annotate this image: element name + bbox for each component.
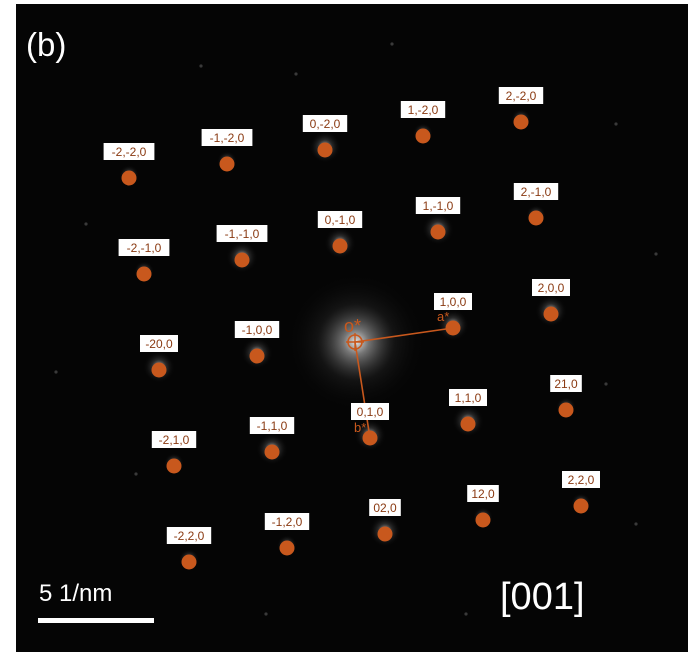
- reflection-label: -1,0,0: [242, 323, 273, 337]
- reflection-label: 2,0,0: [538, 281, 565, 295]
- reflection-label: 0,-2,0: [310, 117, 341, 131]
- reflection-label: 1,-2,0: [408, 103, 439, 117]
- background-speckle: [634, 522, 638, 526]
- reflection-label-box: [415, 197, 461, 214]
- reflection-marker: [475, 512, 491, 528]
- reflection-label-box: [400, 101, 446, 118]
- b-star-label: b*: [354, 420, 366, 435]
- background-speckle: [54, 370, 58, 374]
- reflection-marker: [513, 114, 529, 130]
- diffraction-pattern-svg: o* a* b* -2,-2,0 -1,-2,0 0,-2,0 1,-2,0 2,-2,…: [54, 42, 658, 616]
- reflection-label-box: [467, 485, 499, 502]
- reflection-label: -1,2,0: [272, 515, 303, 529]
- reflection-marker: [332, 238, 348, 254]
- reflection-marker: [528, 210, 544, 226]
- reflection-marker: [460, 416, 476, 432]
- reflection-label: 2,-2,0: [506, 89, 537, 103]
- reflection-marker: [317, 142, 333, 158]
- reflection-label-box: [234, 321, 280, 338]
- reflection-marker: [264, 444, 280, 460]
- reflection-label: -2,-2,0: [112, 145, 147, 159]
- reflection-marker: [249, 348, 265, 364]
- reflection-label-box: [532, 279, 570, 296]
- reflection-label-box: [434, 293, 472, 310]
- background-speckle: [134, 472, 138, 476]
- reflection-marker: [151, 362, 167, 378]
- reflection-label-box: [317, 211, 363, 228]
- reflection-label-box: [550, 375, 582, 392]
- reflection-marker: [234, 252, 250, 268]
- origin-label: o*: [344, 316, 361, 336]
- reflection-label: 1,-1,0: [423, 199, 454, 213]
- reflection-label: 1,0,0: [440, 295, 467, 309]
- a-star-vector: [354, 327, 454, 343]
- reflection-marker: [543, 306, 559, 322]
- reflection-label-box: [140, 335, 178, 352]
- reflection-label-box: [369, 499, 401, 516]
- reflection-label: -2,1,0: [159, 433, 190, 447]
- reflection-label-box: [151, 431, 197, 448]
- reflection-label: -1,1,0: [257, 419, 288, 433]
- reflection-marker: [362, 430, 378, 446]
- reflection-label: 21,0: [554, 377, 578, 391]
- reflection-label-box: [201, 129, 253, 146]
- background-speckle: [390, 42, 394, 46]
- background-speckle: [614, 122, 618, 126]
- reflection-label: 02,0: [373, 501, 397, 515]
- reflection-label: -20,0: [145, 337, 173, 351]
- reflection-marker: [415, 128, 431, 144]
- reflection-label: -2,-1,0: [127, 241, 162, 255]
- reflection-marker: [445, 320, 461, 336]
- reflection-marker: [166, 458, 182, 474]
- scale-bar: [38, 618, 154, 623]
- reflection-label-box: [449, 389, 487, 406]
- reflection-label-box: [103, 143, 155, 160]
- reflection-marker: [136, 266, 152, 282]
- reflection-marker: [181, 554, 197, 570]
- reflection-label-box: [513, 183, 559, 200]
- reflection-marker: [558, 402, 574, 418]
- reflection-label: 0,1,0: [357, 405, 384, 419]
- reflection-label-box: [302, 115, 348, 132]
- b-star-vector: [354, 341, 371, 439]
- diffraction-pattern-image: o* a* b* -2,-2,0 -1,-2,0 0,-2,0 1,-2,0 2,-2,…: [16, 4, 688, 652]
- reflection-marker: [573, 498, 589, 514]
- reflection-label: 12,0: [471, 487, 495, 501]
- reflection-label-box: [166, 527, 212, 544]
- reflection-label: -2,2,0: [174, 529, 205, 543]
- background-speckle: [199, 64, 203, 68]
- background-speckle: [654, 252, 658, 256]
- reflection-label: 2,2,0: [568, 473, 595, 487]
- reciprocal-lattice-vectors: o* a* b*: [344, 309, 454, 439]
- reflection-label-box: [498, 87, 544, 104]
- reflection-label: -1,-1,0: [225, 227, 260, 241]
- reflection-marker: [121, 170, 137, 186]
- reflection-marker: [377, 526, 393, 542]
- background-speckle: [464, 612, 468, 616]
- reflection-label-box: [216, 225, 268, 242]
- reflection-marker: [430, 224, 446, 240]
- indexed-reflections: -2,-2,0 -1,-2,0 0,-2,0 1,-2,0 2,-2,0 -2,-1,0 -…: [103, 87, 600, 570]
- reflection-label-box: [351, 403, 389, 420]
- zone-axis-label: [001]: [500, 576, 585, 618]
- panel-label: (b): [26, 26, 67, 63]
- reflection-label: 0,-1,0: [325, 213, 356, 227]
- reflection-label: 2,-1,0: [521, 185, 552, 199]
- a-star-label: a*: [437, 309, 449, 324]
- background-speckle: [604, 382, 608, 386]
- background-speckle: [264, 612, 268, 616]
- scale-bar-label: 5 1/nm: [39, 580, 113, 607]
- reflection-label-box: [249, 417, 295, 434]
- reflection-marker: [279, 540, 295, 556]
- reflection-label-box: [264, 513, 310, 530]
- reflection-marker: [219, 156, 235, 172]
- reflection-label: 1,1,0: [455, 391, 482, 405]
- reflection-label-box: [562, 471, 600, 488]
- background-speckle: [84, 222, 88, 226]
- reflection-label: -1,-2,0: [210, 131, 245, 145]
- reflection-label-box: [118, 239, 170, 256]
- background-speckle: [294, 72, 298, 76]
